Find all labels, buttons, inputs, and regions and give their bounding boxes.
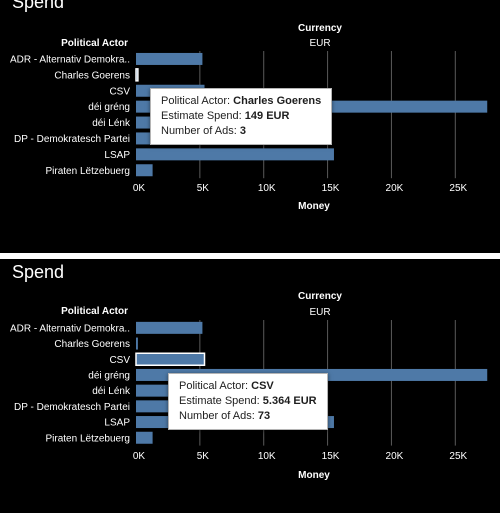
tooltip-spend-label: Estimate Spend:: [161, 110, 242, 122]
tooltip-actor-value: CSV: [251, 380, 274, 392]
column-header: Currency: [298, 291, 342, 302]
tooltip: Political Actor: Charles Goerens Estimat…: [150, 88, 333, 145]
row-label: déi Lénk: [92, 118, 131, 129]
row-label: CSV: [109, 86, 130, 97]
bar: [135, 352, 206, 366]
bar: [136, 337, 138, 350]
tooltip-ads-label: Number of Ads:: [179, 410, 255, 422]
tooltip-actor-value: Charles Goerens: [233, 95, 322, 107]
column-header: Currency: [298, 23, 342, 34]
x-tick-label: 25K: [449, 183, 467, 194]
row-label: déi Lénk: [92, 386, 131, 397]
row-label: Charles Goerens: [54, 339, 130, 350]
tooltip-ads-value: 73: [257, 410, 271, 422]
row-label: déi gréng: [88, 102, 130, 113]
x-tick-label: 15K: [322, 183, 340, 194]
row-label: LSAP: [104, 418, 130, 429]
x-tick-label: 10K: [258, 183, 276, 194]
x-tick-label: 15K: [322, 451, 340, 462]
row-label: DP - Demokratesch Partei: [14, 402, 130, 413]
x-tick-label: 5K: [197, 183, 210, 194]
tooltip: Political Actor: CSV Estimate Spend: 5.3…: [168, 373, 328, 430]
column-value: EUR: [309, 38, 330, 49]
x-axis-label: Money: [298, 201, 330, 212]
x-tick-label: 5K: [197, 451, 210, 462]
x-tick-label: 20K: [386, 183, 404, 194]
bar: [136, 321, 203, 334]
row-label: Piraten Lëtzebuerg: [45, 433, 130, 444]
row-label: Charles Goerens: [54, 70, 130, 81]
row-label: ADR - Alternativ Demokra..: [10, 323, 130, 334]
tooltip-spend-value: 5.364 EUR: [262, 395, 317, 407]
row-label: CSV: [109, 355, 130, 366]
x-tick-label: 20K: [386, 451, 404, 462]
tooltip-actor-label: Political Actor:: [179, 380, 249, 392]
bar: [136, 52, 203, 65]
x-tick-label: 0K: [133, 183, 146, 194]
x-tick-label: 10K: [258, 451, 276, 462]
x-tick-label: 25K: [449, 451, 467, 462]
row-label: DP - Demokratesch Partei: [14, 134, 130, 145]
row-header: Political Actor: [61, 306, 128, 317]
column-value: EUR: [309, 307, 330, 318]
row-header: Political Actor: [61, 38, 128, 49]
panel-title: Spend: [12, 262, 65, 282]
tooltip-spend-label: Estimate Spend:: [179, 395, 260, 407]
spend-panel-bottom: Spend Political Actor Currency EUR 0K 5K 10K 1…: [0, 259, 500, 513]
bar: [135, 68, 139, 82]
row-label: Piraten Lëtzebuerg: [45, 166, 130, 177]
tooltip-spend-value: 149 EUR: [244, 110, 290, 122]
tooltip-ads-value: 3: [239, 125, 247, 137]
row-label: ADR - Alternativ Demokra..: [10, 54, 130, 65]
spend-panel-top: Spend Political Actor Currency EUR 0K 5K 10K 1…: [0, 0, 500, 253]
bar: [136, 148, 334, 161]
row-label: déi gréng: [88, 370, 130, 381]
tooltip-actor-label: Political Actor:: [161, 95, 231, 107]
row-label: LSAP: [104, 150, 130, 161]
x-axis-label: Money: [298, 470, 330, 481]
tooltip-ads-label: Number of Ads:: [161, 125, 237, 137]
panel-title: Spend: [12, 0, 65, 12]
bar: [136, 164, 153, 177]
x-tick-label: 0K: [133, 451, 146, 462]
bar: [136, 431, 153, 444]
